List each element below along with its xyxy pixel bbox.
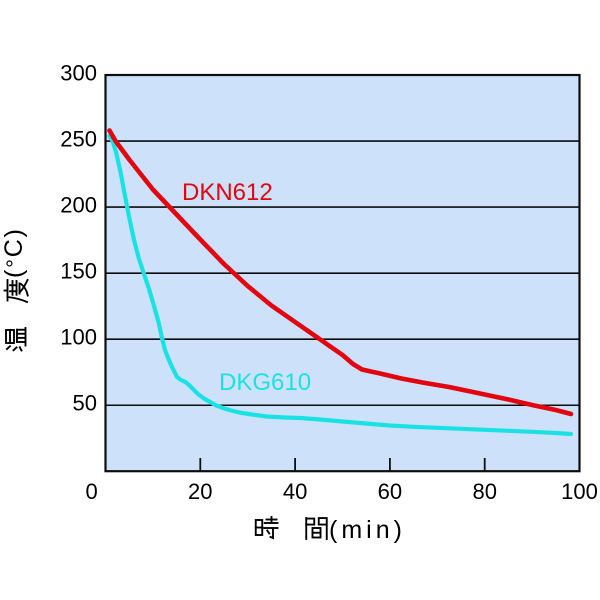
svg-text:20: 20 — [188, 479, 212, 504]
svg-text:(°C): (°C) — [0, 227, 28, 278]
svg-text:100: 100 — [561, 479, 598, 504]
svg-text:DKN612: DKN612 — [182, 179, 273, 206]
svg-text:250: 250 — [60, 127, 97, 152]
svg-text:300: 300 — [60, 61, 97, 86]
svg-text:40: 40 — [283, 479, 307, 504]
svg-text:(min): (min) — [329, 516, 406, 544]
svg-text:DKG610: DKG610 — [219, 369, 311, 396]
svg-text:0: 0 — [85, 479, 97, 504]
svg-text:150: 150 — [60, 259, 97, 284]
svg-text:60: 60 — [378, 479, 402, 504]
svg-text:50: 50 — [73, 391, 97, 416]
svg-text:80: 80 — [472, 479, 496, 504]
svg-text:200: 200 — [60, 193, 97, 218]
svg-text:100: 100 — [60, 325, 97, 350]
